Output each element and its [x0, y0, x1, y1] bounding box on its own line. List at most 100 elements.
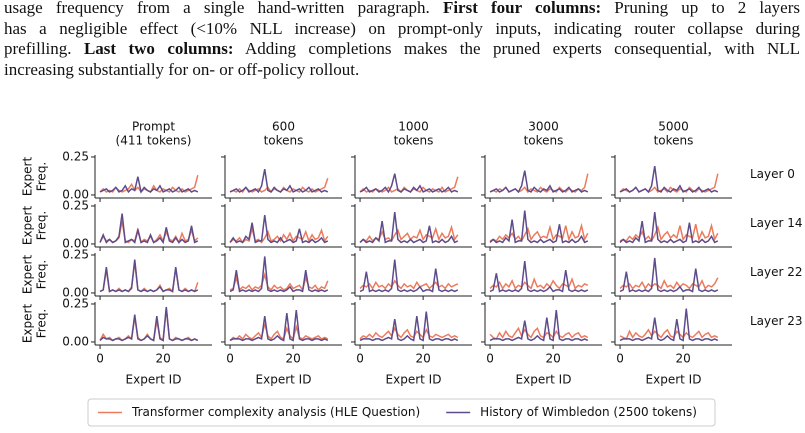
line-series	[99, 213, 199, 245]
panel: Layer 14	[611, 204, 803, 251]
panel: Layer 22	[611, 253, 803, 300]
legend-label: Transformer complexity analysis (HLE Que…	[131, 405, 420, 419]
x-tick-label: 0	[96, 352, 104, 366]
line-series	[489, 210, 589, 244]
line-series	[99, 262, 199, 294]
line-series	[229, 178, 329, 194]
x-tick-label: 0	[356, 352, 364, 366]
x-tick-label: 20	[415, 352, 430, 366]
y-tick-label: 0.00	[62, 285, 89, 299]
x-axis-label: Expert ID	[646, 373, 702, 387]
legend-label: History of Wimbledon (2500 tokens)	[480, 405, 697, 419]
line-series	[489, 170, 589, 194]
panel: 0.00 0.25 Prompt(411 tokens) Expert Freq.	[21, 120, 212, 202]
panel	[351, 204, 472, 251]
line-series	[229, 256, 329, 293]
column-title: 3000	[528, 120, 559, 134]
line-series	[229, 214, 329, 244]
x-tick-label: 20	[285, 352, 300, 366]
y-axis-label: Expert	[21, 304, 35, 344]
caption-line: prefilling. Last two columns: Adding com…	[4, 39, 800, 59]
caption-text: First four columns:	[442, 0, 602, 17]
caption-text: Pruning up to 2 layers	[601, 0, 800, 17]
x-tick-label: 20	[545, 352, 560, 366]
panel	[221, 204, 342, 251]
panel: 0 20 Expert ID	[221, 302, 342, 387]
line-series	[619, 328, 719, 340]
y-axis-label: Freq.	[35, 162, 49, 192]
y-axis-label: Expert	[21, 157, 35, 197]
column-title: tokens	[654, 134, 694, 148]
line-series	[229, 225, 329, 244]
panel: 0 20 Expert ID	[351, 302, 472, 387]
line-series	[99, 259, 199, 293]
line-series	[229, 323, 329, 341]
line-series	[229, 309, 329, 342]
caption-text: Adding completions makes the pruned expe…	[233, 39, 800, 58]
line-series	[489, 277, 589, 290]
column-title: (411 tokens)	[116, 134, 192, 148]
column-title: tokens	[524, 134, 564, 148]
line-series	[359, 279, 459, 290]
line-series	[359, 173, 459, 194]
x-axis-label: Expert ID	[256, 373, 312, 387]
x-tick-label: 0	[486, 352, 494, 366]
panel	[481, 204, 602, 251]
row-label: Layer 14	[750, 216, 803, 230]
column-title: 600	[272, 120, 295, 134]
panel: 0 20 Expert ID Layer 23	[611, 302, 803, 387]
panel: 0.00 0.25 Expert Freq.	[21, 198, 212, 251]
y-tick-label: 0.25	[62, 149, 89, 163]
line-series	[99, 308, 199, 343]
y-tick-label: 0.25	[62, 296, 89, 310]
line-series	[359, 326, 459, 340]
caption-text: Last two columns:	[83, 39, 234, 58]
line-series	[619, 257, 719, 293]
line-series	[489, 260, 589, 293]
caption-line: usage frequency from a single hand-writt…	[4, 0, 800, 18]
legend-frame	[87, 398, 716, 427]
caption-text: prefilling.	[4, 39, 84, 58]
line-series	[619, 222, 719, 243]
y-axis-label: Freq.	[35, 309, 49, 339]
panel	[351, 253, 472, 300]
y-axis-label: Expert	[21, 255, 35, 295]
line-series	[619, 211, 719, 244]
panel: 0 20 Expert ID	[481, 302, 602, 387]
caption-line: increasing substantially for on- or off-…	[4, 60, 800, 80]
y-axis-label: Freq.	[35, 211, 49, 241]
legend: Transformer complexity analysis (HLE Que…	[87, 398, 716, 427]
row-label: Layer 0	[750, 167, 795, 181]
x-axis-label: Expert ID	[516, 373, 572, 387]
x-tick-label: 0	[616, 352, 624, 366]
y-tick-label: 0.00	[62, 187, 89, 201]
line-series	[619, 277, 719, 290]
line-series	[359, 311, 459, 342]
x-axis-label: Expert ID	[126, 373, 182, 387]
y-tick-label: 0.00	[62, 236, 89, 250]
column-title: Prompt	[132, 120, 175, 134]
caption-text: usage frequency from a single hand-writt…	[4, 0, 443, 17]
row-label: Layer 22	[750, 265, 803, 279]
panel: 0.00 0.25 0 20 Expert ID Expert Freq.	[21, 296, 212, 387]
line-series	[489, 222, 589, 243]
panel: 0.00 0.25 Expert Freq.	[21, 247, 212, 300]
line-series	[619, 165, 719, 194]
x-tick-label: 20	[675, 352, 690, 366]
line-series	[99, 306, 199, 342]
line-series	[619, 308, 719, 342]
caption-text: has a negligible effect (<10% NLL increa…	[4, 18, 800, 38]
line-series	[489, 326, 589, 340]
line-series	[359, 259, 459, 293]
row-label: Layer 23	[750, 314, 803, 328]
y-tick-label: 0.25	[62, 198, 89, 212]
column-title: tokens	[394, 134, 434, 148]
column-title: 1000	[398, 120, 429, 134]
x-axis-label: Expert ID	[386, 373, 442, 387]
